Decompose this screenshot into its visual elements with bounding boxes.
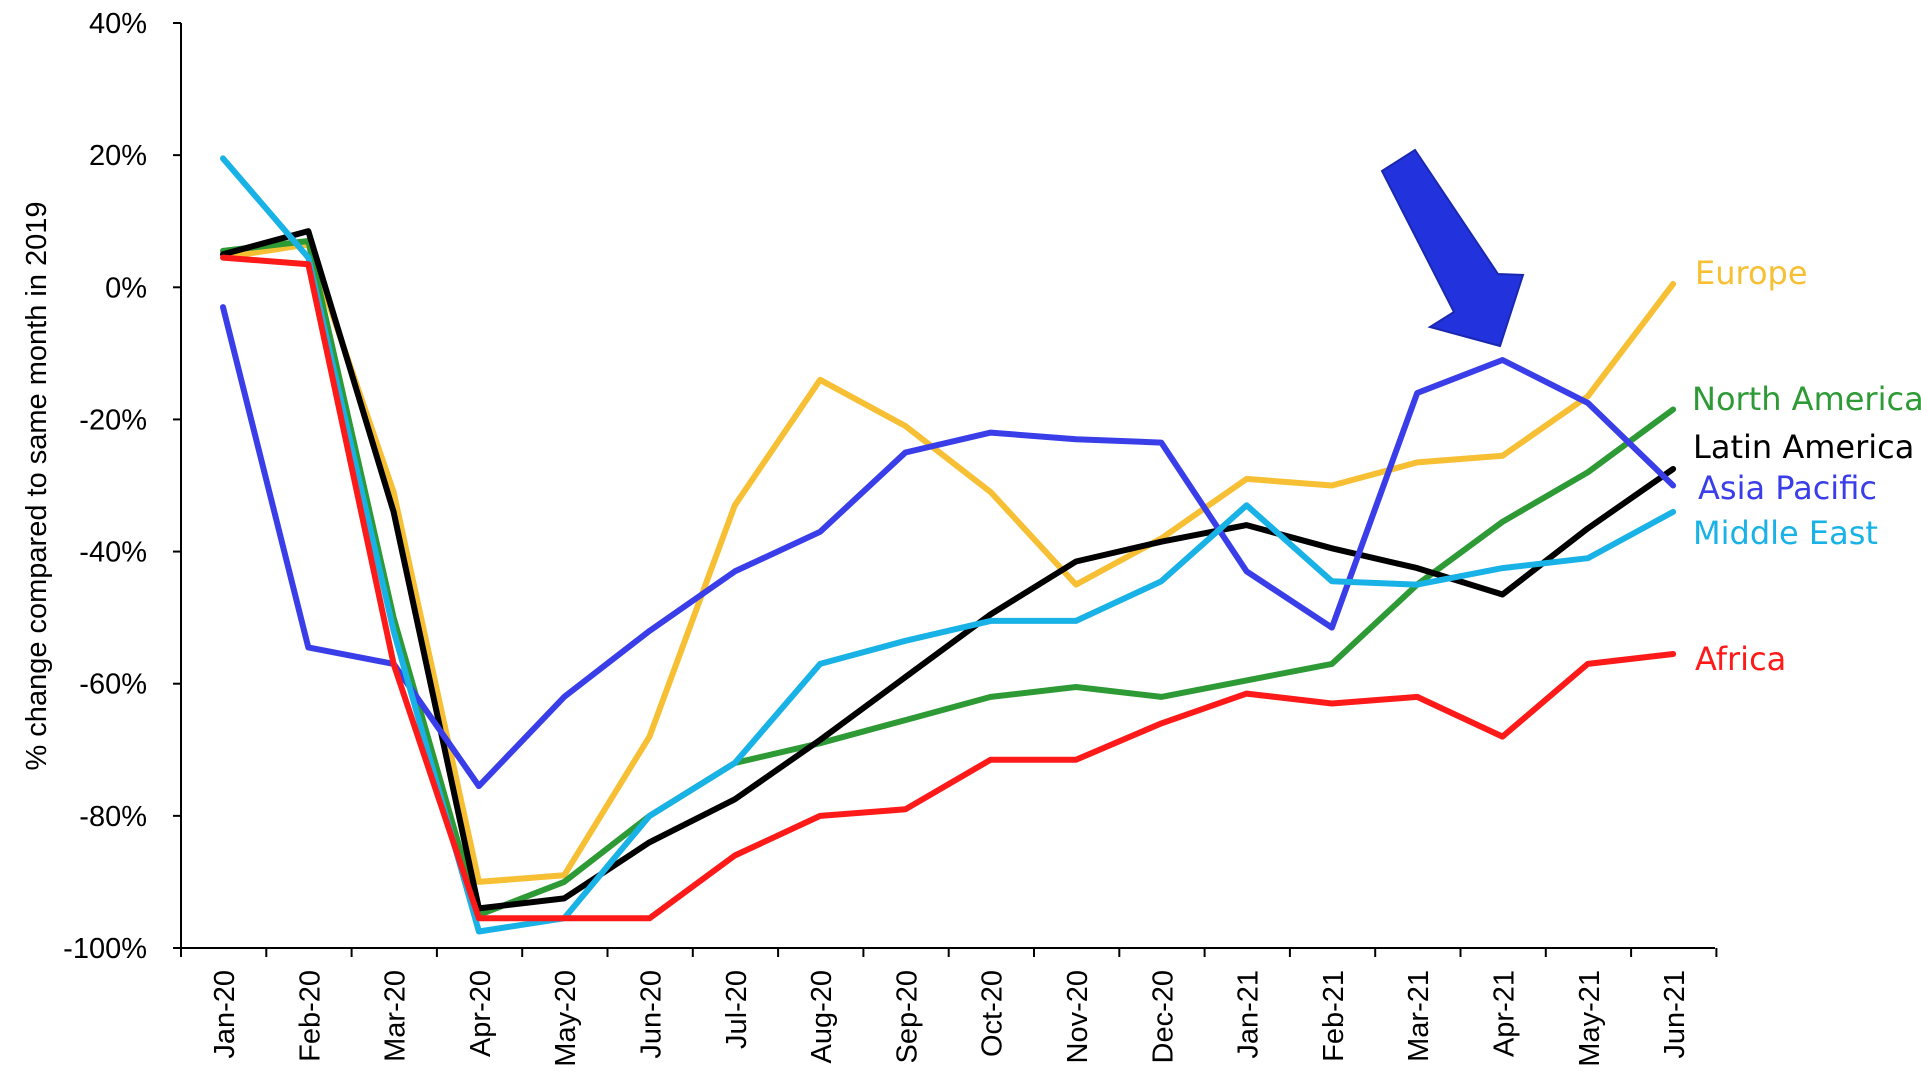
series-line-europe	[220, 241, 1677, 885]
annotation-arrow-group	[1380, 148, 1525, 348]
x-tick-label: Jul-20	[721, 970, 753, 1049]
annotation-arrow	[1380, 148, 1525, 348]
x-tick-label: Mar-20	[380, 970, 412, 1062]
x-tick-label: Jan-21	[1233, 970, 1265, 1059]
x-tick-label: Mar-21	[1403, 970, 1435, 1062]
x-tick-label: May-21	[1574, 970, 1606, 1067]
y-tick-label: -20%	[79, 404, 147, 436]
series-lines	[220, 155, 1677, 935]
x-tick-label: Oct-20	[977, 970, 1009, 1057]
y-axis-title: % change compared to same month in 2019	[21, 201, 53, 770]
x-tick-label: Jun-21	[1659, 970, 1691, 1059]
series-label-africa: Africa	[1695, 640, 1786, 678]
y-tick-label: 0%	[105, 272, 147, 304]
series-label-europe: Europe	[1695, 254, 1808, 292]
x-tick-label: Aug-20	[806, 970, 838, 1064]
x-tick-label: Jun-20	[636, 970, 668, 1059]
y-tick-label: 20%	[89, 140, 147, 172]
series-label-latin-america: Latin America	[1693, 428, 1914, 466]
y-tick-label: -80%	[79, 801, 147, 833]
x-tick-label: Sep-20	[891, 970, 923, 1064]
y-tick-label: -100%	[63, 933, 147, 965]
y-tick-label: -40%	[79, 537, 147, 569]
y-axis-ticks: 40% 20% 0% -20% -40% -60% -80% -100%	[63, 8, 181, 965]
x-axis-ticks: Jan-20 Feb-20 Mar-20 Apr-20 May-20 Jun-20 Jul-…	[180, 948, 1718, 1067]
series-line-africa	[220, 254, 1677, 922]
y-tick-label: -60%	[79, 669, 147, 701]
x-tick-label: Feb-20	[294, 970, 326, 1062]
x-tick-label: May-20	[550, 970, 582, 1067]
x-tick-label: Dec-20	[1147, 970, 1179, 1064]
x-tick-label: Apr-20	[465, 970, 497, 1057]
x-tick-label: Apr-21	[1489, 970, 1521, 1057]
series-label-north-america: North America	[1692, 380, 1921, 418]
series-line-asia-pacific	[220, 304, 1677, 790]
series-label-asia-pacific: Asia Pacific	[1698, 469, 1877, 507]
y-tick-label: 40%	[89, 8, 147, 40]
series-label-middle-east: Middle East	[1693, 514, 1878, 552]
x-tick-label: Jan-20	[209, 970, 241, 1059]
series-line-latin-america	[220, 228, 1677, 912]
axes	[180, 23, 1715, 949]
x-tick-label: Nov-20	[1062, 970, 1094, 1064]
x-tick-label: Feb-21	[1318, 970, 1350, 1062]
